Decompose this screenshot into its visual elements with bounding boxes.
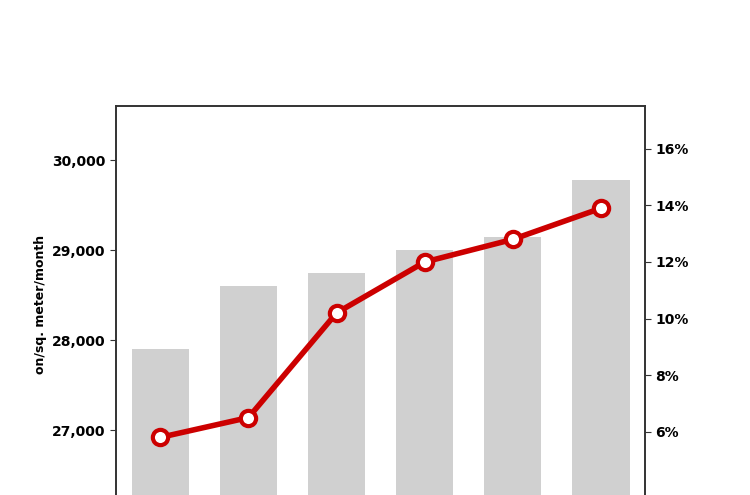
Bar	[484, 237, 542, 495]
Bar	[396, 250, 453, 495]
Bar	[132, 349, 189, 495]
Y-axis label: on/sq. meter/month: on/sq. meter/month	[34, 235, 46, 374]
Bar	[572, 180, 629, 495]
Text: Direct rental vs. Vacancy rates: Direct rental vs. Vacancy rates	[19, 27, 597, 60]
Bar	[220, 287, 277, 495]
Bar	[308, 273, 365, 495]
